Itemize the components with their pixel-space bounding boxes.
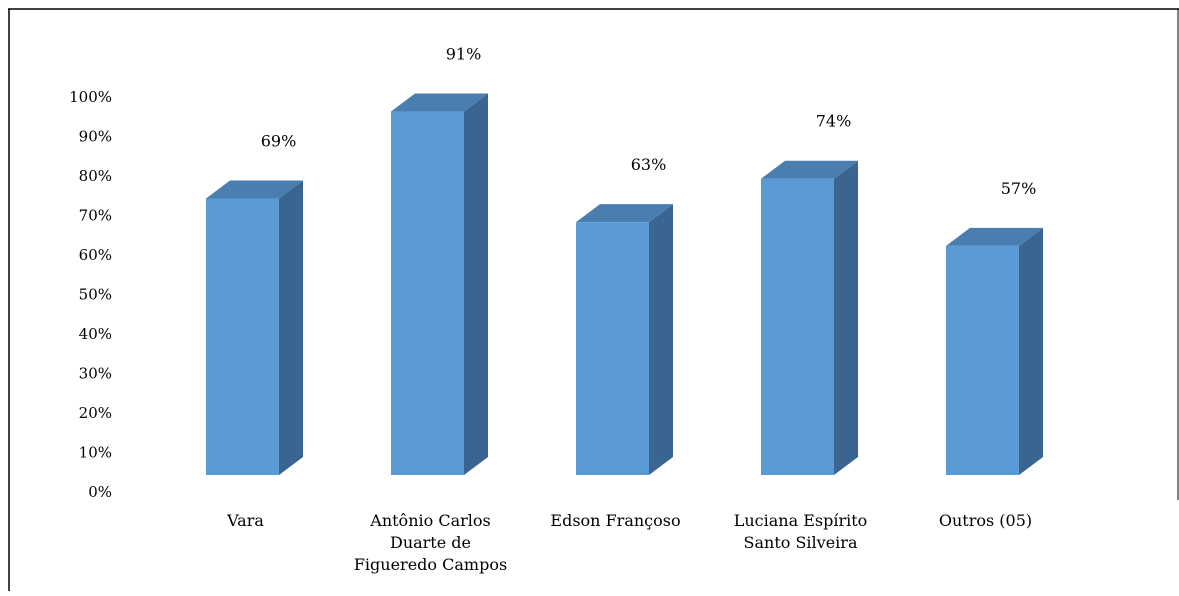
bar-front-face xyxy=(946,245,1019,475)
category-label-line: Edson Françoso xyxy=(550,511,680,530)
category-label: Edson Françoso xyxy=(550,511,680,530)
category-label-line: Outros (05) xyxy=(939,511,1032,530)
y-tick-label: 20% xyxy=(79,404,112,422)
category-label: Antônio Carlos Duarte de Figueredo Campos xyxy=(354,511,507,574)
bar-side-face xyxy=(464,93,488,476)
category-label-line: Antônio Carlos xyxy=(369,511,490,530)
category-label-line: Luciana Espírito xyxy=(734,511,868,530)
bar xyxy=(761,160,858,475)
bar-side-face xyxy=(649,204,673,475)
bar-top-face xyxy=(391,93,488,112)
bar-top-face xyxy=(761,160,858,179)
bar-top-face xyxy=(576,204,673,223)
category-label-line: Vara xyxy=(226,511,264,530)
y-tick-label: 90% xyxy=(79,128,112,146)
y-tick-label: 40% xyxy=(79,325,112,343)
y-axis-ticks: 0% 10% 20% 30% 40% 50% 60% 70% 80% 90% 100% xyxy=(69,88,112,501)
data-labels: 69% 91% 63% 74% 57% xyxy=(261,45,1037,198)
y-tick-label: 80% xyxy=(79,167,112,185)
bar-side-face xyxy=(1019,227,1043,475)
data-label: 57% xyxy=(1001,179,1037,198)
category-label-line: Santo Silveira xyxy=(744,533,858,552)
bar-side-face xyxy=(834,160,858,475)
bar-side-face xyxy=(279,180,303,475)
bar xyxy=(206,180,303,475)
y-tick-label: 70% xyxy=(79,207,112,225)
data-label: 63% xyxy=(631,155,667,174)
y-tick-label: 60% xyxy=(79,246,112,264)
category-label-line: Duarte de xyxy=(390,533,471,552)
bar-front-face xyxy=(391,111,464,476)
y-tick-label: 10% xyxy=(79,444,112,462)
category-labels: Vara Antônio Carlos Duarte de Figueredo Cam… xyxy=(226,511,1032,574)
data-label: 69% xyxy=(261,131,297,150)
data-label: 74% xyxy=(816,112,852,131)
bar-top-face xyxy=(946,227,1043,246)
y-tick-label: 100% xyxy=(69,88,112,106)
bar xyxy=(576,204,673,475)
category-label: Outros (05) xyxy=(939,511,1032,530)
data-label: 91% xyxy=(446,45,482,64)
y-tick-label: 30% xyxy=(79,365,112,383)
category-label-line: Figueredo Campos xyxy=(354,555,507,574)
bar xyxy=(391,93,488,476)
y-tick-label: 50% xyxy=(79,286,112,304)
y-tick-label: 0% xyxy=(88,483,112,501)
bar-front-face xyxy=(576,222,649,475)
bar-front-face xyxy=(206,198,279,475)
bar xyxy=(946,227,1043,475)
category-label: Vara xyxy=(226,511,264,530)
bar-front-face xyxy=(761,178,834,475)
bars xyxy=(206,93,1043,476)
category-label: Luciana Espírito Santo Silveira xyxy=(734,511,868,552)
bar-top-face xyxy=(206,180,303,199)
